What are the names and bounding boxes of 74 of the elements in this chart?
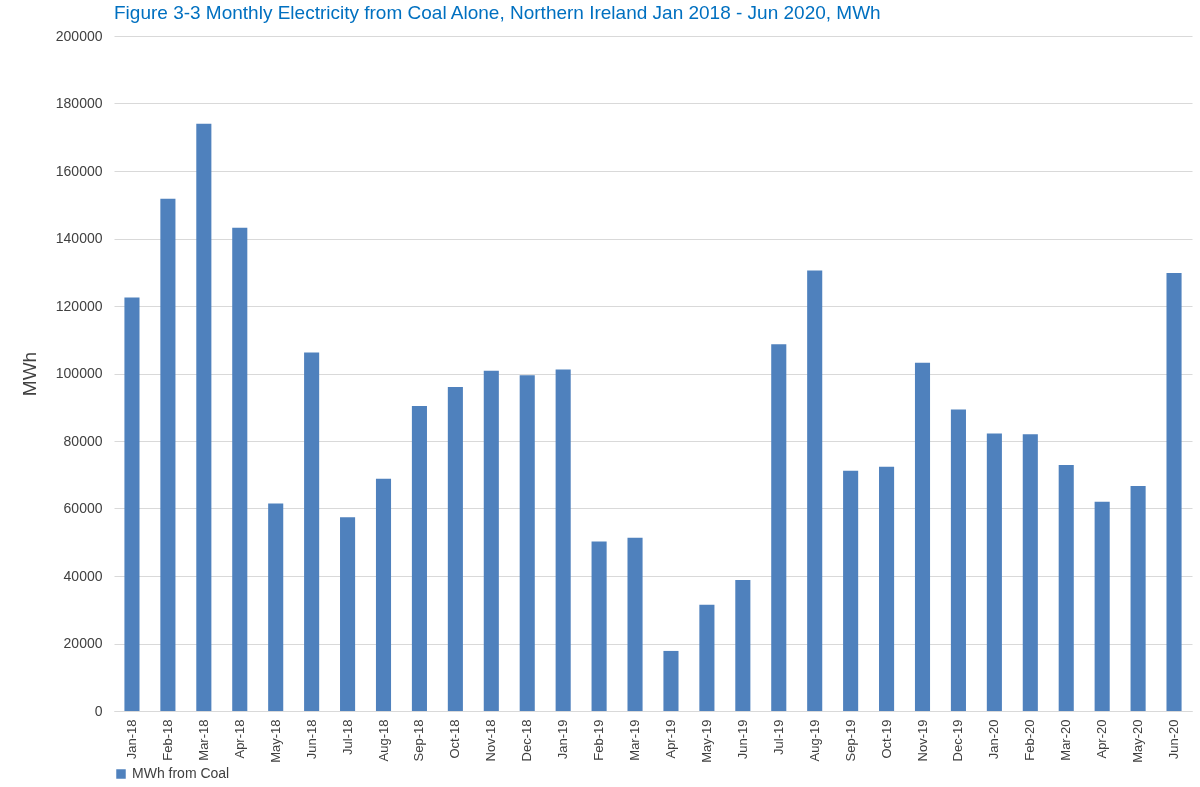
x-tick-label: Jan-20: [986, 719, 1002, 760]
bar: [1130, 485, 1146, 711]
chart-title: Figure 3-3 Monthly Electricity from Coal Alone, Northern Ireland Jan 2018 - Jun 2020, MWh: [114, 2, 881, 23]
y-tick-label: 60000: [63, 500, 103, 516]
x-tick-label: Jun-19: [734, 719, 750, 760]
x-tick-label: Feb-20: [1022, 719, 1038, 761]
y-tick-label: 20000: [63, 635, 103, 651]
bar: [879, 466, 895, 711]
x-tick-label: Dec-18: [519, 719, 535, 762]
x-tick-label: Aug-19: [806, 719, 822, 762]
bar: [663, 650, 679, 711]
bar: [124, 297, 140, 711]
x-tick-label: Oct-18: [447, 719, 463, 759]
bar: [771, 344, 787, 711]
y-tick-label: 120000: [55, 297, 103, 314]
bar: [411, 405, 427, 711]
bar: [591, 541, 607, 711]
bar: [950, 409, 966, 711]
x-tick-label: Aug-18: [375, 719, 391, 762]
y-tick-label: 0: [94, 702, 103, 719]
y-tick-label: 40000: [63, 567, 103, 584]
bar: [1094, 501, 1110, 711]
bar: [268, 503, 284, 711]
bar: [519, 375, 535, 711]
x-tick-label: Mar-19: [627, 719, 643, 761]
x-tick-label: Jun-20: [1166, 719, 1182, 760]
x-tick-label: Dec-19: [950, 719, 966, 762]
bar: [843, 470, 859, 711]
x-tick-label: May-19: [698, 719, 714, 763]
x-tick-label: Feb-19: [591, 719, 607, 761]
bar: [555, 369, 571, 711]
bar: [699, 604, 715, 711]
x-tick-label: Jan-18: [123, 719, 139, 760]
x-tick-label: Jan-19: [555, 719, 571, 760]
bar: [196, 123, 212, 711]
x-tick-label: Sep-18: [411, 719, 427, 762]
bar: [627, 537, 643, 711]
bar: [914, 362, 931, 711]
bar: [340, 517, 356, 711]
x-tick-label: Apr-18: [231, 719, 247, 759]
bar: [1022, 434, 1038, 711]
y-tick-label: 140000: [55, 230, 103, 246]
x-tick-label: Feb-18: [159, 719, 175, 761]
bar: [375, 478, 392, 711]
bar: [447, 387, 463, 711]
x-tick-label: Oct-19: [878, 719, 894, 759]
x-tick-label: May-20: [1130, 719, 1146, 763]
legend-label: MWh from Coal: [132, 765, 230, 781]
x-tick-label: Apr-20: [1094, 719, 1110, 759]
y-tick-label: 200000: [55, 27, 103, 44]
y-tick-label: 100000: [55, 365, 103, 381]
bar: [304, 352, 320, 711]
x-tick-label: Nov-18: [483, 719, 499, 762]
y-axis-title: MWh: [18, 351, 40, 397]
bar: [1166, 272, 1182, 711]
x-tick-label: Nov-19: [914, 719, 930, 762]
bar: [232, 227, 248, 711]
y-tick-label: 80000: [63, 432, 103, 449]
x-tick-label: Jul-18: [339, 719, 355, 755]
bar: [483, 370, 499, 711]
x-tick-label: Apr-19: [662, 719, 678, 759]
x-tick-label: Sep-19: [842, 719, 858, 762]
x-tick-label: Mar-20: [1058, 719, 1074, 761]
bar: [986, 433, 1002, 711]
bar: [807, 270, 823, 711]
bar: [1058, 464, 1074, 711]
x-tick-label: Jul-19: [770, 719, 786, 755]
x-tick-label: Mar-18: [195, 719, 211, 761]
y-tick-label: 180000: [55, 95, 103, 111]
bar: [160, 198, 176, 711]
y-tick-label: 160000: [55, 162, 103, 179]
bar: [735, 580, 751, 711]
x-tick-label: May-18: [267, 719, 283, 763]
x-tick-label: Jun-18: [303, 719, 319, 760]
